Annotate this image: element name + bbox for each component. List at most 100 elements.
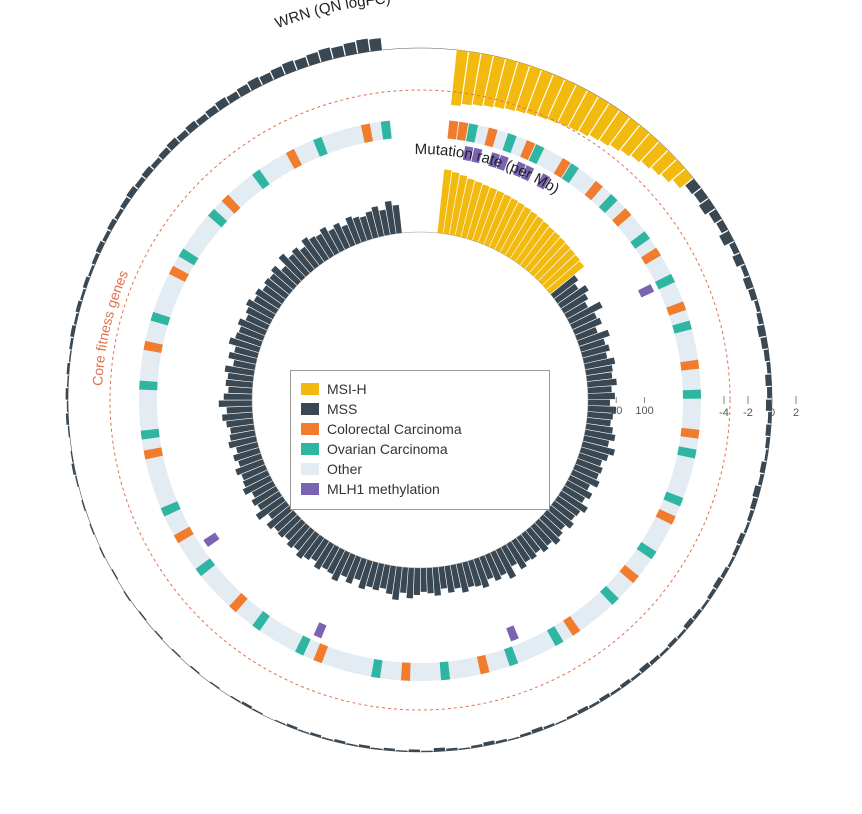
inner-bar: [227, 406, 253, 413]
outer-bar: [421, 751, 432, 752]
legend-label: MSS: [327, 401, 357, 417]
inner-axis-tick-label: 10: [610, 405, 622, 417]
outer-bar: [765, 424, 771, 436]
inner-bar: [421, 568, 427, 592]
mlh1-tile: [506, 625, 519, 641]
outer-bar: [384, 748, 395, 751]
outer-bar: [496, 739, 508, 744]
legend-label: MLH1 methylation: [327, 481, 440, 497]
legend-swatch: [301, 483, 319, 495]
outer-bar: [139, 611, 147, 621]
outer-bar: [226, 91, 240, 103]
outer-axis-tick-label: -4: [719, 407, 729, 419]
mlh1-tile: [638, 284, 654, 297]
outer-bar: [754, 300, 760, 312]
outer-axis-tick-label: 2: [793, 407, 799, 419]
outer-bar: [343, 42, 357, 56]
legend-swatch: [301, 423, 319, 435]
inner-axis: 10100: [610, 397, 654, 417]
legend-swatch: [301, 383, 319, 395]
outer-bar: [716, 220, 728, 233]
outer-bar: [322, 737, 333, 741]
outer-bar: [631, 672, 641, 681]
fitness-label: Core fitness genes: [89, 268, 131, 387]
outer-bar: [259, 72, 273, 85]
outer-bar: [247, 77, 262, 91]
outer-bar: [709, 209, 722, 223]
outer-bar: [334, 739, 346, 744]
legend-label: Other: [327, 461, 362, 477]
outer-bar: [275, 720, 286, 726]
legend-item-mss: MSS: [301, 399, 539, 419]
outer-bar: [610, 687, 621, 695]
outer-bar: [166, 138, 179, 151]
outer-bar: [741, 265, 750, 277]
legend-swatch: [301, 463, 319, 475]
inner-bar: [588, 400, 610, 406]
legend-swatch: [301, 443, 319, 455]
outer-bar: [155, 630, 163, 639]
outer-bar: [765, 374, 772, 386]
outer-bar: [713, 577, 723, 589]
outer-bar: [556, 719, 567, 725]
outer-bar: [743, 276, 754, 289]
outer-bar: [760, 461, 767, 473]
outer-bar: [767, 387, 772, 398]
outer-bar: [298, 729, 309, 734]
outer-bar: [151, 157, 162, 169]
mlh1-tile: [203, 532, 219, 546]
legend-item-mlh1: MLH1 methylation: [301, 479, 539, 499]
outer-bar: [752, 485, 761, 497]
outer-bar: [434, 748, 445, 752]
outer-bar: [190, 666, 199, 674]
outer-bar: [172, 649, 181, 658]
outer-bar: [120, 197, 130, 209]
outer-axis-tick-label: -2: [743, 407, 753, 419]
outer-bar: [747, 510, 754, 522]
outer-bar: [69, 351, 72, 362]
outer-bar: [446, 748, 457, 751]
outer-bar: [765, 437, 770, 449]
legend-label: Ovarian Carcinoma: [327, 441, 448, 457]
outer-bar: [757, 325, 766, 337]
outer-bar: [89, 524, 94, 535]
outer-bar: [310, 732, 321, 738]
outer-bar: [112, 569, 119, 579]
outer-bar: [649, 655, 660, 665]
outer-bar: [66, 388, 69, 399]
outer-bar: [231, 696, 241, 703]
outer-bar: [659, 647, 669, 657]
outer-bar: [677, 629, 686, 639]
outer-ring-label: WRN (QN logFC): [273, 0, 391, 32]
tissue-tile: [139, 381, 157, 391]
outer-bar: [701, 599, 710, 610]
outer-bar: [589, 701, 600, 709]
outer-bar: [215, 97, 229, 110]
outer-bar: [71, 463, 76, 475]
outer-axis-tick-label: 0: [769, 407, 775, 419]
mlh1-tile: [314, 622, 327, 638]
outer-bar: [531, 726, 543, 733]
inner-bar: [228, 387, 252, 394]
outer-bar: [123, 591, 130, 601]
outer-bar: [306, 52, 320, 66]
outer-bar: [599, 693, 610, 702]
inner-bar: [224, 393, 252, 399]
outer-bar: [92, 253, 100, 265]
outer-bar: [75, 476, 79, 487]
outer-bar: [409, 749, 420, 752]
outer-bar: [76, 301, 82, 313]
outer-bar: [356, 39, 369, 54]
outer-bar: [520, 732, 531, 738]
outer-bar: [99, 547, 105, 558]
outer-bar: [692, 609, 702, 620]
legend-item-colorectal: Colorectal Carcinoma: [301, 419, 539, 439]
outer-bar: [566, 713, 577, 720]
outer-bar: [74, 313, 79, 325]
outer-bar: [252, 708, 263, 714]
legend-label: Colorectal Carcinoma: [327, 421, 462, 437]
outer-bar: [732, 253, 744, 267]
outer-bar: [96, 241, 105, 253]
outer-bar: [736, 533, 745, 545]
outer-bar: [667, 637, 677, 648]
